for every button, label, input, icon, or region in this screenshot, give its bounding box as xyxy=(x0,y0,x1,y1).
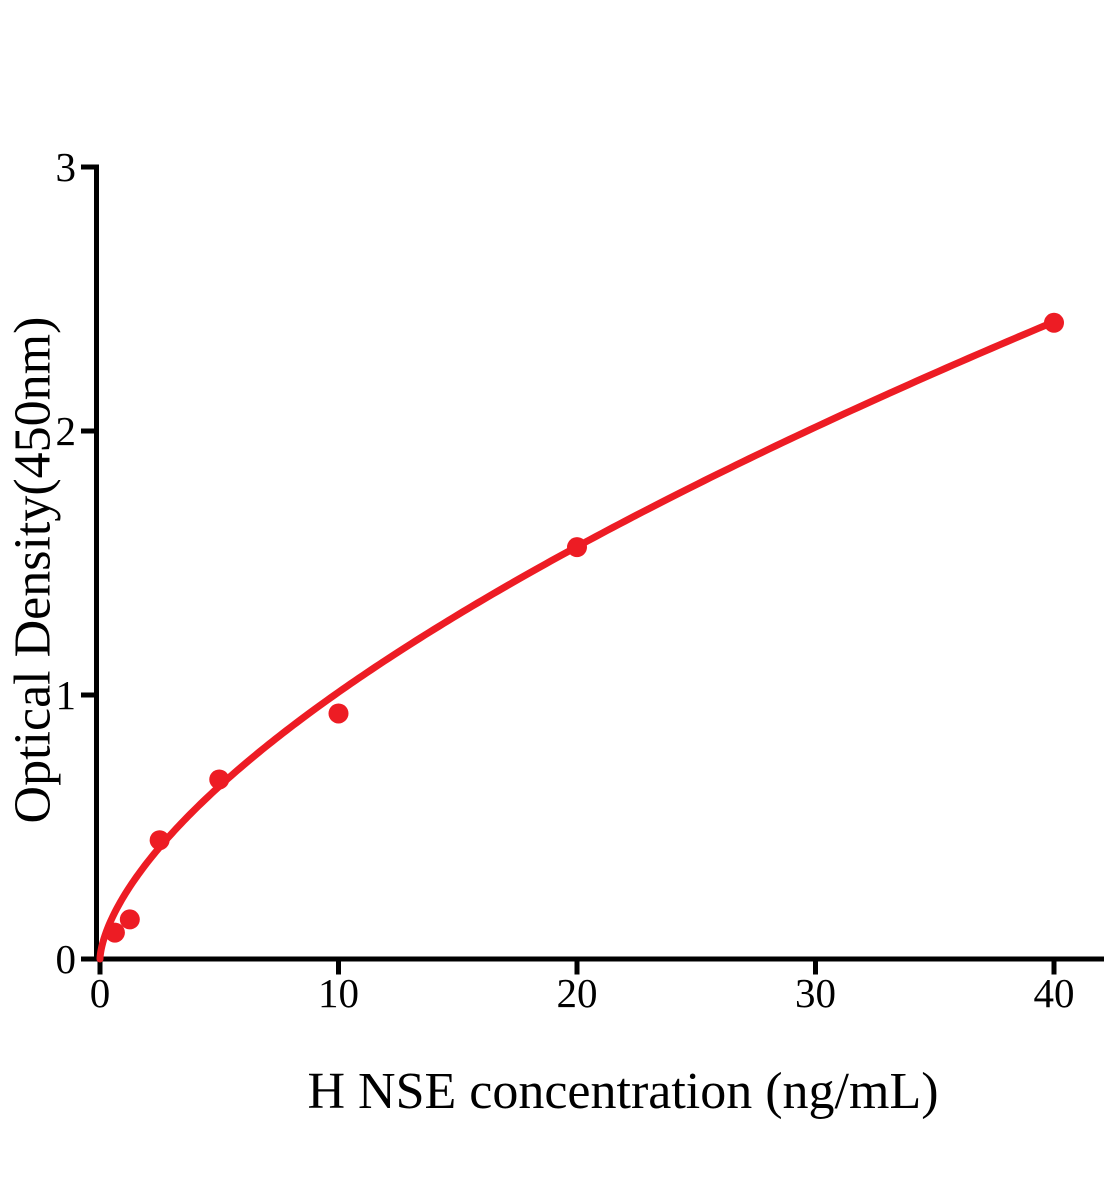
x-tick-label: 10 xyxy=(318,970,359,1016)
data-point xyxy=(209,769,230,790)
data-point xyxy=(328,703,349,724)
data-point xyxy=(149,830,170,851)
data-point xyxy=(104,922,125,943)
x-tick-label: 40 xyxy=(1034,970,1075,1016)
y-tick-label: 0 xyxy=(56,936,77,982)
x-tick-label: 20 xyxy=(557,970,598,1016)
x-tick-label: 0 xyxy=(90,970,111,1016)
y-tick-label: 2 xyxy=(56,408,77,454)
x-axis-title: H NSE concentration (ng/mL) xyxy=(307,1063,939,1120)
data-point xyxy=(1044,312,1064,333)
y-tick-label: 1 xyxy=(56,672,77,718)
fit-curve xyxy=(96,318,1058,963)
data-point xyxy=(119,909,140,930)
data-point xyxy=(567,537,587,558)
x-tick-label: 30 xyxy=(795,970,836,1016)
y-axis-title: Optical Density(450nm) xyxy=(4,316,62,824)
y-tick-label: 3 xyxy=(56,144,77,190)
